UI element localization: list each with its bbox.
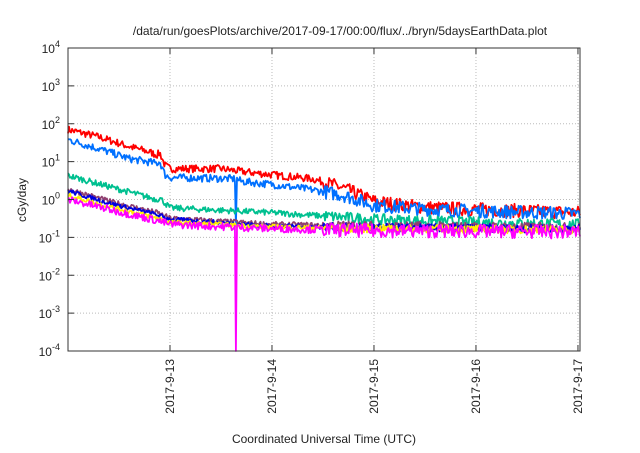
series-group (67, 125, 581, 352)
y-ticks: 104 103 102 101 100 10-1 10-2 10-3 10-4 (39, 39, 74, 359)
grid (68, 48, 580, 351)
x-axis-label: Coordinated Universal Time (UTC) (232, 432, 416, 446)
y-tick-label: 102 (42, 115, 60, 132)
y-tick-label: 100 (42, 191, 60, 208)
x-ticks: 2017-9-13 2017-9-14 2017-9-15 2017-9-16 2017… (163, 48, 585, 414)
y-tick-label: 10-2 (39, 266, 60, 283)
y-tick-label: 101 (42, 153, 60, 170)
y-tick-label: 10-4 (39, 342, 60, 359)
series-line-blue (67, 138, 581, 227)
series-line-magenta (67, 196, 581, 352)
series-line-yellow (67, 192, 581, 235)
x-tick-label: 2017-9-15 (367, 359, 381, 414)
x-tick-label: 2017-9-16 (469, 359, 483, 414)
y-tick-label: 10-1 (39, 228, 60, 245)
x-tick-label: 2017-9-13 (163, 359, 177, 414)
y-tick-label: 104 (42, 39, 60, 56)
series-line-red (67, 125, 581, 220)
chart-title: /data/run/goesPlots/archive/2017-09-17/0… (133, 24, 548, 38)
y-axis-label: cGy/day (15, 178, 29, 222)
x-tick-label: 2017-9-14 (265, 359, 279, 414)
x-tick-label: 2017-9-17 (571, 359, 585, 414)
y-tick-label: 10-3 (39, 304, 60, 321)
y-tick-label: 103 (42, 77, 60, 94)
